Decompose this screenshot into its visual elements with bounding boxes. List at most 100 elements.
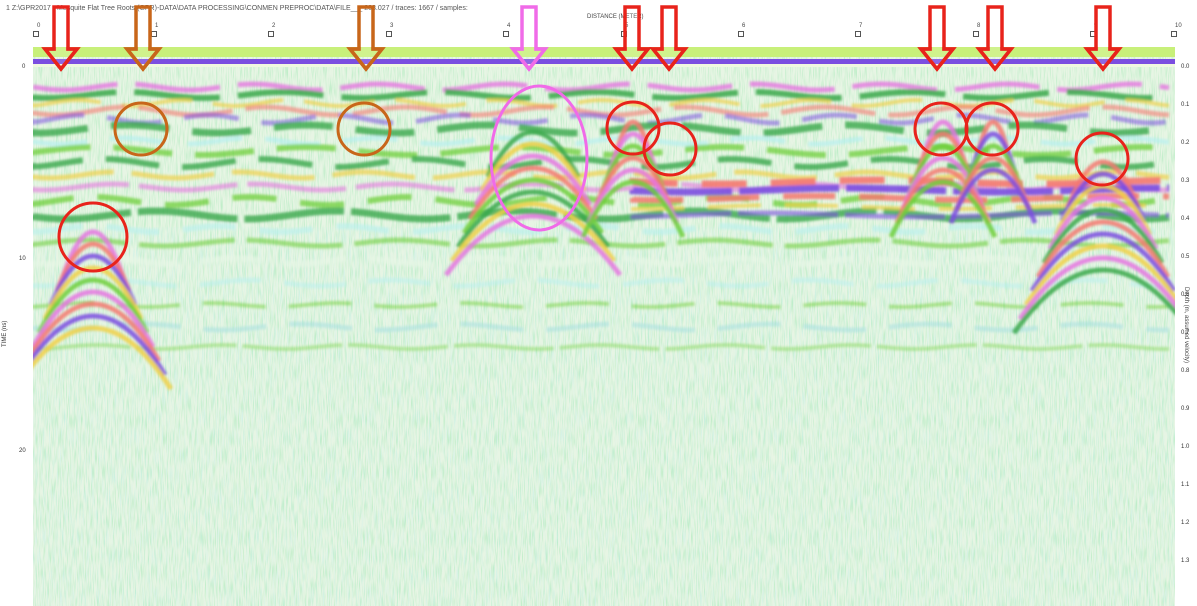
hyperbola-reflection bbox=[894, 167, 992, 224]
reflection-band bbox=[33, 342, 1169, 352]
hyperbola-reflection bbox=[1017, 255, 1175, 321]
brown-circle-marker bbox=[113, 101, 169, 157]
time-label-20: 20 bbox=[19, 448, 26, 454]
reflection-band bbox=[630, 210, 1170, 220]
hyperbola-reflection bbox=[1047, 195, 1159, 251]
hyperbola-reflection bbox=[888, 179, 998, 239]
depth-label: 1.1 bbox=[1181, 482, 1190, 488]
depth-axis: Depth (m, assumed velocity) 0.0 0.1 0.2 0.3… bbox=[1175, 47, 1197, 606]
distance-tick bbox=[1171, 31, 1177, 37]
distance-tick-label: 10 bbox=[1175, 23, 1182, 29]
time-axis-title: TIME (ns) bbox=[2, 320, 8, 347]
hyperbola-reflection bbox=[42, 265, 144, 321]
distance-tick-label: 8 bbox=[977, 23, 981, 29]
hyperbola-reflection bbox=[1065, 159, 1141, 208]
distance-ruler: 0 1 2 3 4 5 6 7 8 9 10 bbox=[33, 23, 1182, 45]
distance-tick bbox=[621, 31, 627, 37]
reflection-band bbox=[33, 121, 1170, 137]
depth-label: 1.2 bbox=[1181, 520, 1190, 526]
distance-tick-label: 0 bbox=[37, 23, 41, 29]
depth-label: 0.5 bbox=[1181, 254, 1190, 260]
depth-label: 1.0 bbox=[1181, 444, 1190, 450]
hyperbola-reflection bbox=[449, 201, 617, 263]
hyperbola-reflection bbox=[36, 277, 150, 335]
hyperbola-reflection bbox=[461, 177, 605, 235]
distance-tick bbox=[33, 31, 39, 37]
distance-tick-label: 7 bbox=[859, 23, 863, 29]
hyperbola-reflection bbox=[900, 155, 986, 210]
reflection-band bbox=[33, 277, 1170, 289]
hyperbola-reflection bbox=[479, 141, 587, 193]
depth-label: 0.9 bbox=[1181, 406, 1190, 412]
hyperbola-reflection bbox=[33, 313, 168, 377]
reflection-band bbox=[33, 321, 1170, 333]
radargram-svg bbox=[33, 47, 1175, 606]
reflection-band bbox=[33, 135, 1170, 147]
depth-label: 0.3 bbox=[1181, 178, 1190, 184]
hyperbola-reflection bbox=[580, 179, 686, 239]
depth-label: 0.7 bbox=[1181, 330, 1190, 336]
brown-circle-marker bbox=[336, 101, 392, 157]
red-circle-marker bbox=[605, 100, 661, 156]
reflection-band bbox=[630, 193, 1170, 203]
distance-tick-label: 4 bbox=[507, 23, 511, 29]
distance-tick-label: 9 bbox=[1094, 23, 1098, 29]
distance-tick-label: 1 bbox=[155, 23, 159, 29]
hyperbola-reflection bbox=[1035, 219, 1171, 279]
hyperbola-reflection bbox=[473, 153, 593, 207]
radargram-plot[interactable] bbox=[33, 47, 1175, 606]
hyperbola-reflection bbox=[586, 167, 680, 224]
red-circle-marker bbox=[57, 201, 129, 273]
distance-tick-label: 6 bbox=[742, 23, 746, 29]
time-axis: TIME (ns) 0 10 20 bbox=[0, 47, 33, 606]
depth-label: 0.6 bbox=[1181, 292, 1190, 298]
depth-label: 0.8 bbox=[1181, 368, 1190, 374]
distance-tick bbox=[973, 31, 979, 37]
reflection-band bbox=[33, 88, 1170, 102]
file-title: 1 Z:\GPR2017 - Mesquite Flat Tree Roots … bbox=[6, 5, 468, 12]
reflection-band bbox=[33, 207, 1170, 223]
time-label-10: 10 bbox=[19, 256, 26, 262]
distance-tick-label: 3 bbox=[390, 23, 394, 29]
hyperbola-reflection bbox=[1023, 243, 1175, 307]
hyperbola-reflection bbox=[443, 213, 623, 277]
hyperbola-reflection bbox=[1041, 207, 1165, 265]
reflection-band bbox=[33, 112, 1170, 126]
distance-tick bbox=[268, 31, 274, 37]
distance-tick bbox=[738, 31, 744, 37]
distance-tick bbox=[386, 31, 392, 37]
hyperbola-reflection bbox=[1059, 171, 1147, 223]
depth-label: 0.1 bbox=[1181, 102, 1190, 108]
hyperbola-reflection bbox=[33, 289, 156, 349]
distance-tick bbox=[1090, 31, 1096, 37]
reflection-band bbox=[33, 254, 1170, 268]
depth-label: 1.3 bbox=[1181, 558, 1190, 564]
hyperbola-reflection bbox=[1029, 231, 1175, 293]
window-header: 1 Z:\GPR2017 - Mesquite Flat Tree Roots … bbox=[0, 0, 1197, 22]
distance-tick-label: 2 bbox=[272, 23, 276, 29]
hyperbola-reflection bbox=[948, 167, 1038, 224]
time-label-0: 0 bbox=[22, 64, 26, 70]
depth-label: 0.0 bbox=[1181, 64, 1190, 70]
distance-axis-label: DISTANCE (METER) bbox=[587, 14, 644, 20]
reflection-band bbox=[33, 169, 1170, 181]
red-circle-marker bbox=[642, 121, 698, 177]
distance-tick-label: 5 bbox=[625, 23, 629, 29]
reflection-band bbox=[33, 81, 1170, 93]
reflection-band bbox=[631, 203, 1170, 211]
distance-tick bbox=[855, 31, 861, 37]
depth-axis-title: Depth (m, assumed velocity) bbox=[1183, 287, 1189, 364]
distance-tick bbox=[151, 31, 157, 37]
pink-circle-marker bbox=[489, 84, 589, 232]
red-circle-marker bbox=[1074, 131, 1130, 187]
red-circle-marker bbox=[964, 101, 1020, 157]
reflection-band bbox=[33, 300, 1170, 310]
depth-label: 0.4 bbox=[1181, 216, 1190, 222]
hyperbola-reflection bbox=[33, 325, 174, 391]
hyperbola-reflection bbox=[48, 253, 138, 306]
hyperbola-reflection bbox=[54, 241, 132, 292]
hyperbola-reflection bbox=[1011, 267, 1175, 335]
hyperbola-reflection bbox=[592, 155, 674, 210]
depth-label: 0.2 bbox=[1181, 140, 1190, 146]
hyperbola-reflection bbox=[33, 301, 162, 363]
